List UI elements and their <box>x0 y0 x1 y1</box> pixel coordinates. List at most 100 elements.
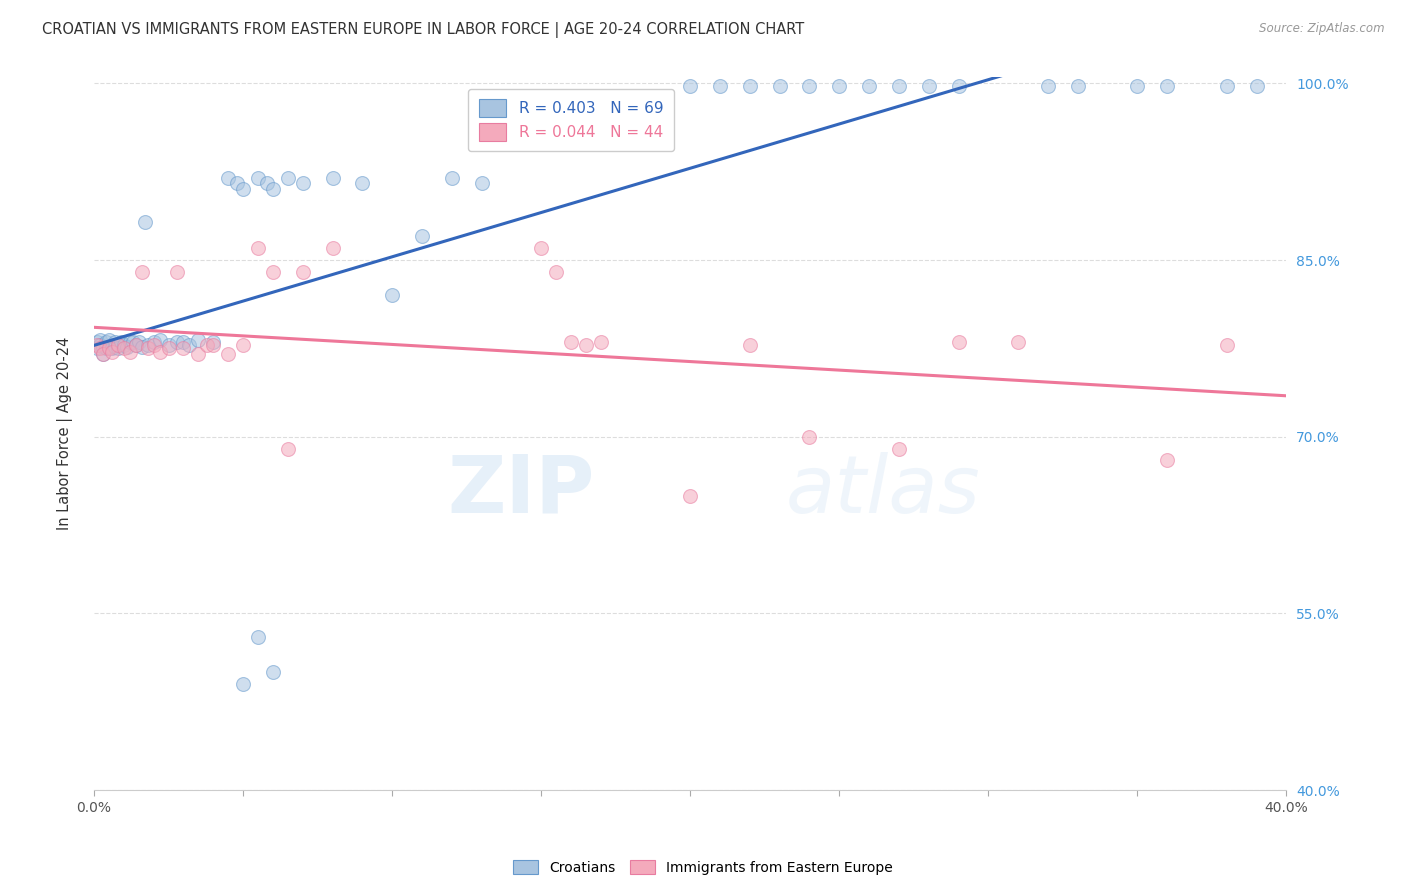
Y-axis label: In Labor Force | Age 20-24: In Labor Force | Age 20-24 <box>58 337 73 531</box>
Point <box>94 335 117 350</box>
Point <box>256 177 278 191</box>
Point <box>381 288 404 302</box>
Point <box>179 338 201 352</box>
Point <box>262 182 284 196</box>
Point <box>217 170 239 185</box>
Point <box>1036 78 1059 93</box>
Point <box>799 78 821 93</box>
Point <box>1156 453 1178 467</box>
Point <box>321 170 343 185</box>
Point <box>411 229 433 244</box>
Point <box>575 338 598 352</box>
Point <box>97 333 120 347</box>
Point <box>91 347 114 361</box>
Point <box>738 338 761 352</box>
Point <box>172 335 194 350</box>
Point <box>709 78 731 93</box>
Point <box>858 78 880 93</box>
Point <box>679 78 702 93</box>
Point <box>918 78 941 93</box>
Point <box>887 78 910 93</box>
Text: Source: ZipAtlas.com: Source: ZipAtlas.com <box>1260 22 1385 36</box>
Text: ZIP: ZIP <box>447 452 595 530</box>
Point <box>887 442 910 456</box>
Text: CROATIAN VS IMMIGRANTS FROM EASTERN EUROPE IN LABOR FORCE | AGE 20-24 CORRELATIO: CROATIAN VS IMMIGRANTS FROM EASTERN EURO… <box>42 22 804 38</box>
Point <box>107 338 129 352</box>
Point <box>232 182 254 196</box>
Point <box>679 489 702 503</box>
Point <box>1126 78 1149 93</box>
Point <box>352 177 374 191</box>
Point <box>202 338 225 352</box>
Point <box>101 345 124 359</box>
Point <box>149 333 172 347</box>
Point <box>118 335 141 350</box>
Point <box>97 340 120 354</box>
Point <box>112 338 135 352</box>
Point <box>262 665 284 680</box>
Point <box>202 335 225 350</box>
Point <box>530 123 553 137</box>
Point <box>107 338 129 352</box>
Point <box>118 345 141 359</box>
Point <box>94 342 117 356</box>
Point <box>232 677 254 691</box>
Point <box>142 338 165 352</box>
Point <box>226 177 249 191</box>
Point <box>948 335 970 350</box>
Point <box>136 342 159 356</box>
Point <box>246 170 269 185</box>
Point <box>262 265 284 279</box>
Point <box>112 342 135 356</box>
Point <box>125 338 148 352</box>
Point <box>89 342 111 356</box>
Point <box>128 335 150 350</box>
Point <box>121 335 143 350</box>
Legend: Croatians, Immigrants from Eastern Europe: Croatians, Immigrants from Eastern Europ… <box>508 855 898 880</box>
Point <box>1007 335 1029 350</box>
Point <box>1216 338 1239 352</box>
Point <box>91 340 114 354</box>
Point <box>232 338 254 352</box>
Point <box>115 340 138 354</box>
Point <box>97 342 120 356</box>
Point <box>246 630 269 644</box>
Point <box>948 78 970 93</box>
Point <box>1156 78 1178 93</box>
Point <box>1216 78 1239 93</box>
Point <box>291 265 314 279</box>
Point <box>769 78 792 93</box>
Point <box>217 347 239 361</box>
Point <box>149 345 172 359</box>
Point <box>277 442 299 456</box>
Point <box>86 338 108 352</box>
Point <box>107 342 129 356</box>
Point <box>104 340 127 354</box>
Point <box>172 342 194 356</box>
Point <box>589 335 612 350</box>
Point <box>142 335 165 350</box>
Point <box>291 177 314 191</box>
Point <box>166 265 188 279</box>
Point <box>101 342 124 356</box>
Point <box>91 347 114 361</box>
Point <box>134 215 156 229</box>
Point <box>546 265 568 279</box>
Point <box>101 338 124 352</box>
Point <box>738 78 761 93</box>
Point <box>104 335 127 350</box>
Point <box>131 340 153 354</box>
Point <box>799 430 821 444</box>
Point <box>89 338 111 352</box>
Point <box>187 333 209 347</box>
Legend: R = 0.403   N = 69, R = 0.044   N = 44: R = 0.403 N = 69, R = 0.044 N = 44 <box>468 88 673 152</box>
Point <box>125 338 148 352</box>
Point <box>195 338 218 352</box>
Point <box>471 177 494 191</box>
Point <box>828 78 851 93</box>
Point <box>530 241 553 255</box>
Point <box>157 342 180 356</box>
Point <box>440 170 463 185</box>
Point <box>131 265 153 279</box>
Point <box>246 241 269 255</box>
